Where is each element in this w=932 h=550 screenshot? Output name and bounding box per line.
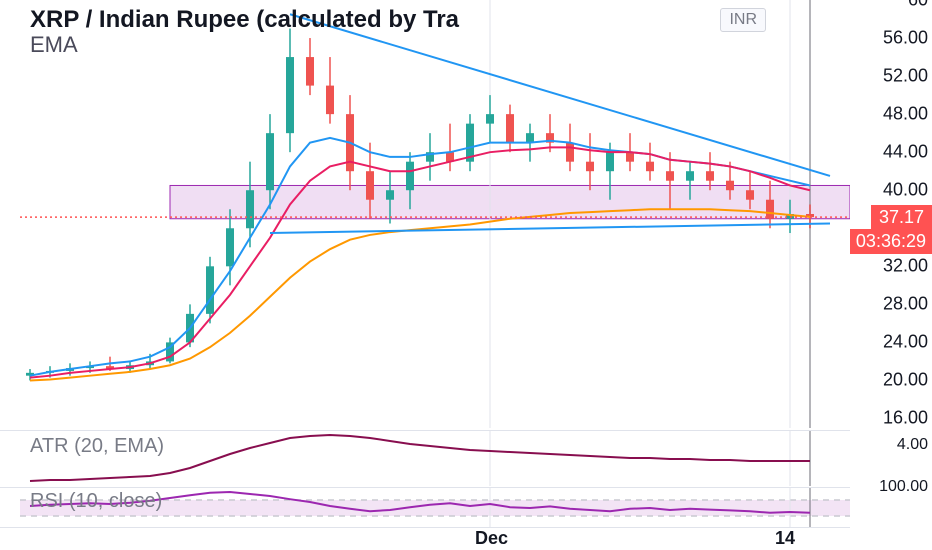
price-ytick: 28.00 [883,294,928,315]
price-ytick: 32.00 [883,256,928,277]
price-ytick: 24.00 [883,332,928,353]
currency-badge[interactable]: INR [720,8,766,32]
chart-title: XRP / Indian Rupee (calculated by Tra [30,6,459,34]
price-ytick: 16.00 [883,408,928,429]
chart-container: XRP / Indian Rupee (calculated by Tra EM… [0,0,852,550]
countdown-badge: 03:36:29 [850,229,932,254]
xaxis-tick-label: Dec [475,528,508,549]
atr-label[interactable]: ATR (20, EMA) [30,435,164,458]
price-ytick: 44.00 [883,142,928,163]
rsi-ytick: 100.00 [879,478,928,496]
rsi-pane[interactable]: RSI (10, close) [0,487,850,527]
yaxis[interactable]: 16.0020.0024.0028.0032.0036.0040.0044.00… [852,0,932,550]
price-chart-pane[interactable]: XRP / Indian Rupee (calculated by Tra EM… [0,0,850,428]
atr-ytick: 4.00 [897,436,928,454]
price-ytick: 56.00 [883,28,928,49]
price-ytick: 20.00 [883,370,928,391]
xaxis: Dec 14 [0,527,850,550]
price-ytick: 52.00 [883,66,928,87]
rsi-label[interactable]: RSI (10, close) [30,490,162,513]
price-ytick: 40.00 [883,180,928,201]
price-ytick: 60 [908,0,928,11]
price-ytick: 48.00 [883,104,928,125]
xaxis-tick-label: 14 [775,528,795,549]
atr-pane[interactable]: ATR (20, EMA) [0,430,850,485]
ema-indicator-label[interactable]: EMA [30,32,78,58]
current-price-badge: 37.17 [871,205,932,230]
